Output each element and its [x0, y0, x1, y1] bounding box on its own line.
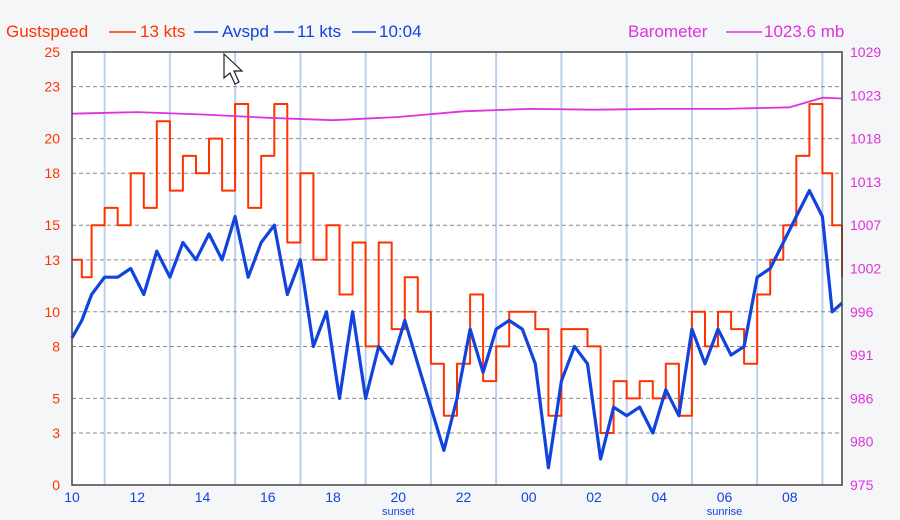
mouse-cursor-icon — [223, 52, 244, 85]
x-tick-label: 08 — [782, 489, 798, 505]
y-left-tick-label: 18 — [44, 165, 60, 181]
x-tick-label: 12 — [129, 489, 145, 505]
y-right-tick-label: 1013 — [850, 174, 881, 190]
series-line-barometer — [71, 96, 843, 122]
plot-frame — [71, 51, 843, 486]
x-tick-label: 10 — [64, 489, 80, 505]
chart-header: Gustspeed 13 kts Avspd 11 kts 10:04 Baro… — [6, 22, 844, 41]
x-tick-label: 00 — [521, 489, 537, 505]
series-line-gustspeed — [72, 103, 843, 434]
series-line-avspd — [70, 189, 844, 470]
y-right-tick-label: 1023 — [850, 87, 881, 103]
left-axis-ticks: 0 3 5 8 10 13 15 18 20 23 25 — [44, 44, 60, 493]
x-tick-label: 16 — [260, 489, 276, 505]
gust-value: 13 kts — [140, 22, 185, 41]
y-left-tick-label: 10 — [44, 304, 60, 320]
y-left-tick-label: 20 — [44, 131, 60, 147]
y-left-tick-label: 3 — [52, 425, 60, 441]
baro-value: 1023.6 mb — [764, 22, 844, 41]
x-annotation-sunrise: sunrise — [707, 506, 742, 518]
y-right-tick-label: 1002 — [850, 261, 881, 277]
x-tick-label: 22 — [456, 489, 472, 505]
y-right-tick-label: 1018 — [850, 131, 881, 147]
gust-label: Gustspeed — [6, 22, 88, 41]
x-annotation-sunset: sunset — [382, 506, 414, 518]
baro-label: Barometer — [628, 22, 708, 41]
y-left-tick-label: 8 — [52, 338, 60, 354]
x-tick-label: 14 — [195, 489, 211, 505]
y-right-tick-label: 1029 — [850, 44, 881, 60]
x-tick-label: 06 — [717, 489, 733, 505]
x-tick-label: 18 — [325, 489, 341, 505]
y-left-tick-label: 13 — [44, 252, 60, 268]
y-left-tick-label: 25 — [44, 44, 60, 60]
x-tick-label: 20 — [390, 489, 406, 505]
y-right-tick-label: 1007 — [850, 217, 881, 233]
right-axis-ticks: 975 980 986 991 996 1002 1007 1013 1018 1023 1029 — [850, 44, 881, 493]
y-right-tick-label: 975 — [850, 477, 874, 493]
y-right-tick-label: 991 — [850, 347, 874, 363]
y-right-tick-label: 980 — [850, 434, 874, 450]
y-left-tick-label: 5 — [52, 390, 60, 406]
avg-value: 11 kts — [297, 22, 341, 41]
avg-label: Avspd — [222, 22, 269, 41]
time-readout: 10:04 — [379, 22, 422, 41]
y-left-tick-label: 23 — [44, 79, 60, 95]
data-series — [70, 96, 844, 470]
x-axis-ticks: 10 12 14 16 18 20 22 00 02 04 06 08 — [64, 489, 798, 505]
y-left-tick-label: 15 — [44, 217, 60, 233]
y-right-tick-label: 996 — [850, 304, 874, 320]
plot-area — [72, 52, 842, 485]
x-tick-label: 02 — [586, 489, 602, 505]
y-left-tick-label: 0 — [52, 477, 60, 493]
x-axis-annotations: sunset sunrise — [382, 506, 742, 518]
x-tick-label: 04 — [651, 489, 667, 505]
grid-lines — [72, 52, 842, 485]
y-right-tick-label: 986 — [850, 390, 874, 406]
